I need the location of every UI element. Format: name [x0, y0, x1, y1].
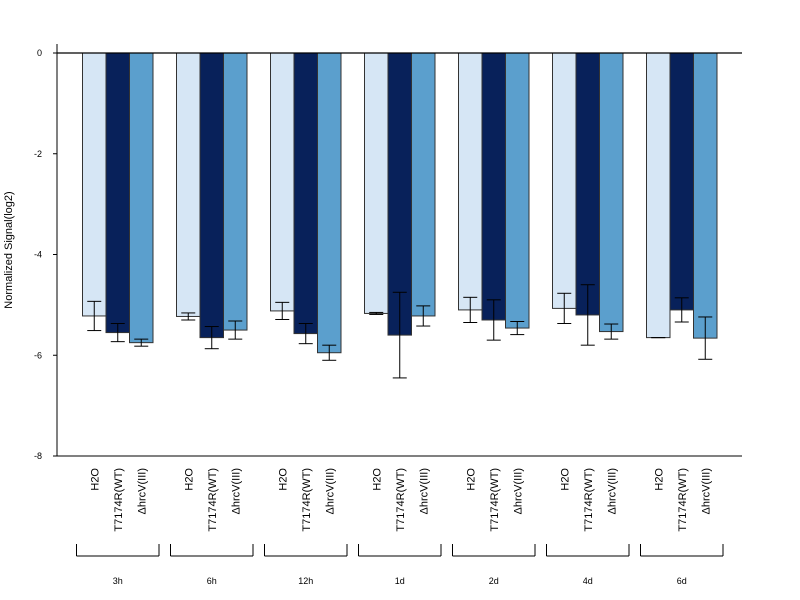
group-label: 3h: [113, 576, 123, 586]
y-tick-label: -6: [34, 350, 42, 360]
bar: [646, 52, 671, 339]
category-label: ΔhrcV(III): [606, 468, 618, 514]
bar: [575, 52, 600, 316]
error-bars: [87, 284, 713, 379]
bar: [223, 52, 248, 331]
bar: [270, 52, 295, 312]
bar: [505, 52, 530, 329]
bar: [105, 52, 130, 334]
bar: [481, 52, 506, 321]
group-label: 1d: [395, 576, 405, 586]
axis-labels: H2O T7174R(WT) ΔhrcV(III) 3h H2O T7174R(WT) Δh…: [76, 468, 724, 586]
group-label: 12h: [298, 576, 313, 586]
bar: [364, 52, 389, 314]
bar: [552, 52, 577, 309]
category-label: ΔhrcV(III): [418, 468, 430, 514]
y-tick-label: -8: [34, 451, 42, 461]
category-label: T7174R(WT): [395, 468, 407, 532]
category-label: T7174R(WT): [113, 468, 125, 532]
bar: [411, 52, 436, 317]
category-label: T7174R(WT): [489, 468, 501, 532]
category-label: ΔhrcV(III): [512, 468, 524, 514]
category-label: T7174R(WT): [583, 468, 595, 532]
category-label: ΔhrcV(III): [324, 468, 336, 514]
group-label: 2d: [489, 576, 499, 586]
category-label: H2O: [465, 468, 477, 491]
axes: 0 -2 -4 -6 -8: [34, 44, 742, 461]
bar: [129, 52, 154, 344]
bar: [458, 52, 483, 311]
y-tick-label: 0: [37, 48, 42, 58]
y-axis-label: Normalized Signal(log2): [3, 191, 15, 308]
category-label: ΔhrcV(III): [230, 468, 242, 514]
category-label: T7174R(WT): [301, 468, 313, 532]
bars: [57, 52, 742, 354]
category-label: H2O: [559, 468, 571, 491]
group-label: 6h: [207, 576, 217, 586]
category-label: T7174R(WT): [207, 468, 219, 532]
category-label: H2O: [89, 468, 101, 491]
category-label: H2O: [277, 468, 289, 491]
bar: [599, 52, 624, 333]
bar: [199, 52, 224, 339]
bar: [669, 52, 694, 311]
bar: [693, 52, 718, 339]
category-label: ΔhrcV(III): [700, 468, 712, 514]
bar: [176, 52, 201, 317]
category-label: ΔhrcV(III): [136, 468, 148, 514]
group-label: 4d: [583, 576, 593, 586]
category-label: H2O: [183, 468, 195, 491]
bar: [317, 52, 342, 354]
group-label: 6d: [677, 576, 687, 586]
bar: [82, 52, 107, 317]
category-label: H2O: [371, 468, 383, 491]
category-label: T7174R(WT): [677, 468, 689, 532]
category-label: H2O: [653, 468, 665, 491]
y-tick-label: -2: [34, 149, 42, 159]
bar: [293, 52, 318, 335]
y-tick-label: -4: [34, 250, 42, 260]
